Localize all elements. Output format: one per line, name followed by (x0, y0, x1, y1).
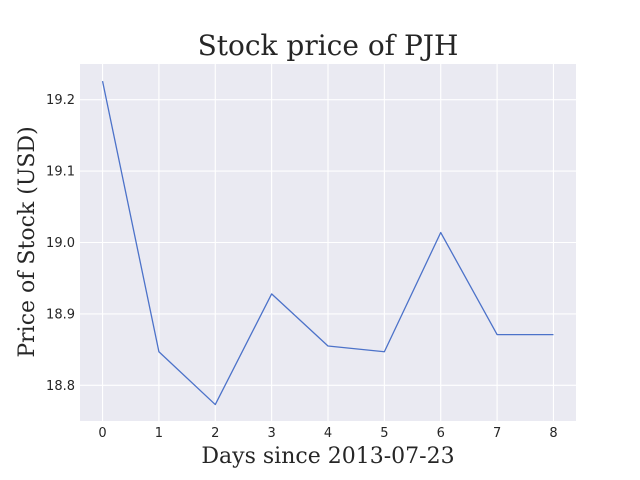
x-axis-label: Days since 2013-07-23 (201, 444, 454, 469)
x-tick-label: 2 (211, 426, 219, 441)
grid-lines (80, 64, 576, 421)
y-axis-label: Price of Stock (USD) (15, 126, 40, 357)
x-tick-label: 7 (493, 426, 501, 441)
y-tick-label: 19.2 (46, 93, 75, 108)
x-tick-label: 4 (324, 426, 332, 441)
series-layer (101, 81, 554, 406)
x-axis-ticks: 0 1 2 3 4 5 6 7 8 (98, 426, 557, 441)
y-tick-label: 18.8 (46, 379, 75, 394)
x-tick-label: 5 (380, 426, 388, 441)
x-tick-label: 1 (155, 426, 163, 441)
x-tick-label: 8 (549, 426, 557, 441)
chart-title: Stock price of PJH (198, 29, 459, 62)
y-axis-ticks: 18.8 18.9 19.0 19.1 19.2 (46, 93, 75, 394)
y-tick-label: 18.9 (46, 307, 75, 322)
x-tick-label: 6 (437, 426, 445, 441)
series-line (101, 81, 554, 406)
x-tick-label: 3 (267, 426, 275, 441)
y-tick-label: 19.0 (46, 236, 75, 251)
x-tick-label: 0 (98, 426, 106, 441)
y-tick-label: 19.1 (46, 165, 75, 180)
